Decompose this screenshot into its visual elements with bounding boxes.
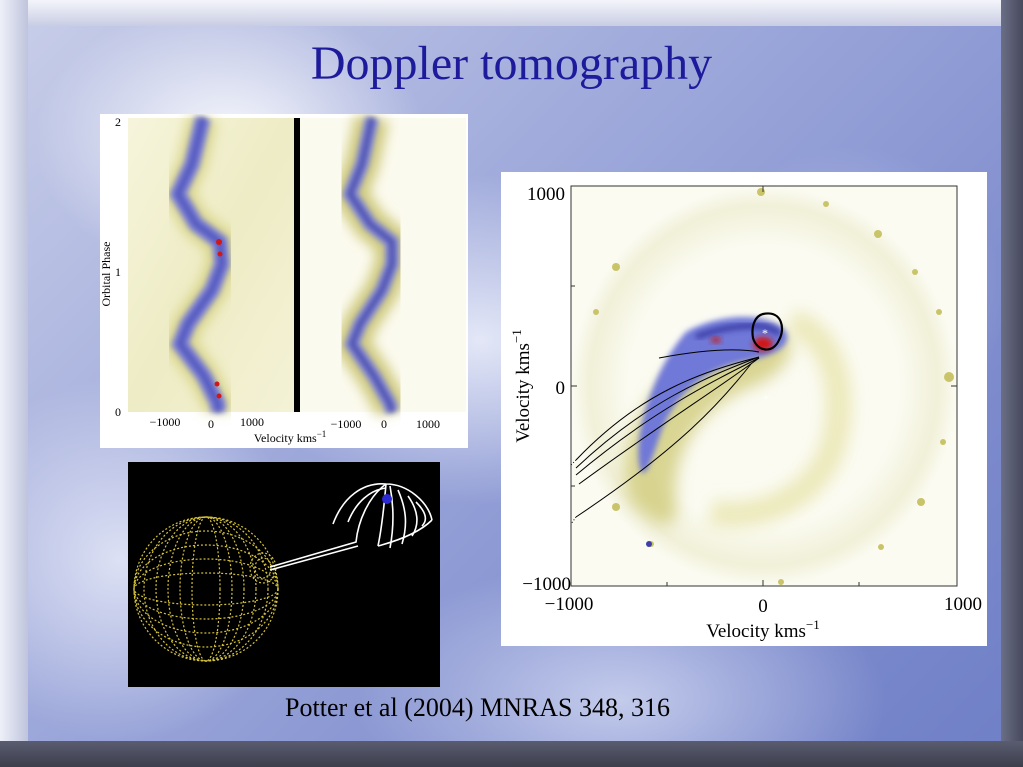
trailed-spectra-svg: 2 1 0 Orbital Phase −1000 0 1000 −1000 0…	[99, 114, 466, 445]
map-y-axis-label: Velocity kms−1	[509, 329, 534, 443]
doppler-map-svg: * + 1000 0 −1000 −1000 0 1000 Velocity k…	[509, 184, 982, 642]
left-x-tick-zero: 0	[208, 417, 214, 431]
stream-trajectories	[570, 349, 760, 525]
map-outer-ring	[593, 188, 954, 585]
citation-caption: Potter et al (2004) MNRAS 348, 316	[285, 693, 670, 722]
white-dwarf-dot	[382, 494, 392, 504]
trailed-spectra-figure: 2 1 0 Orbital Phase −1000 0 1000 −1000 0…	[99, 114, 468, 448]
right-x-tick-pos: 1000	[416, 417, 440, 431]
binary-model-diagram	[128, 462, 440, 687]
observed-trail	[161, 114, 238, 412]
right-x-tick-neg: −1000	[331, 417, 362, 431]
donor-star-wireframe	[133, 516, 279, 662]
map-plot-area	[570, 185, 958, 587]
map-y-tick-0: 0	[556, 378, 566, 399]
model-trail	[330, 114, 409, 417]
left-x-tick-neg: −1000	[150, 415, 181, 429]
slide-title: Doppler tomography	[310, 37, 713, 90]
map-y-tick-neg1000: −1000	[522, 574, 571, 595]
frame-bottom-bevel	[0, 741, 1023, 767]
right-x-tick-zero: 0	[381, 417, 387, 431]
map-x-tick-1000: 1000	[944, 594, 982, 615]
y-tick-1: 1	[115, 265, 121, 279]
map-emission	[624, 309, 852, 528]
y-tick-2: 2	[115, 115, 121, 129]
map-y-tick-1000: 1000	[527, 184, 565, 205]
frame-left-bevel	[0, 0, 28, 767]
y-axis-label: Orbital Phase	[100, 242, 113, 307]
map-ticks	[571, 186, 957, 586]
x-axis-label: Velocity kms−1	[254, 429, 327, 445]
map-blue-spot	[646, 541, 652, 547]
roche-lobe-outline	[751, 312, 783, 351]
map-x-tick-0: 0	[758, 596, 768, 617]
frame-top-bevel	[0, 0, 1023, 26]
binary-model-svg	[133, 483, 433, 662]
doppler-map-figure: * + 1000 0 −1000 −1000 0 1000 Velocity k…	[501, 172, 987, 646]
accretion-stream	[269, 483, 433, 571]
center-of-mass-marker: +	[762, 390, 769, 405]
panel-separator	[294, 118, 300, 412]
white-dwarf-marker: *	[762, 326, 768, 340]
y-tick-0: 0	[115, 405, 121, 419]
map-x-axis-label: Velocity kms−1	[706, 617, 820, 642]
map-x-tick-neg1000: −1000	[545, 594, 594, 615]
left-x-tick-pos: 1000	[240, 415, 264, 429]
frame-right-bevel	[1001, 0, 1023, 767]
